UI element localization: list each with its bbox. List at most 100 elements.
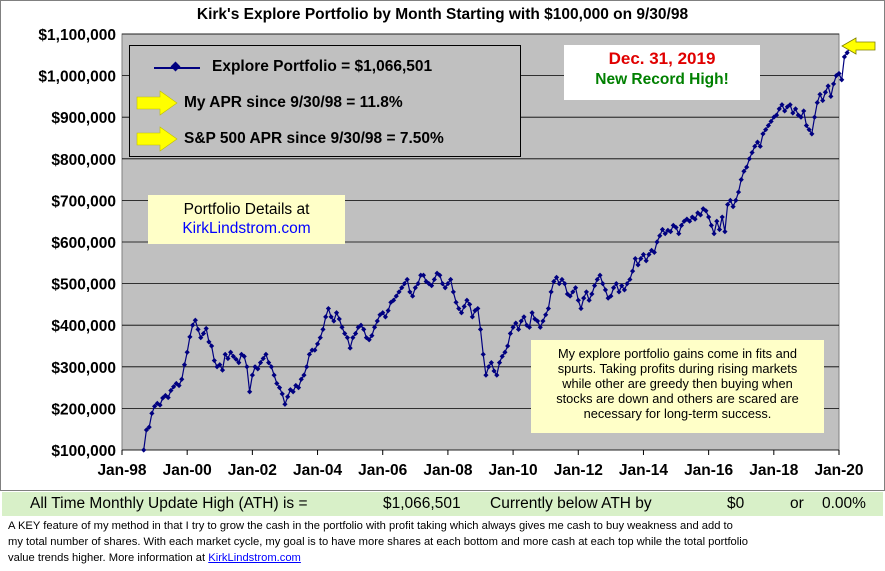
- data-point: [420, 272, 427, 278]
- data-point: [787, 102, 793, 108]
- legend-sp-apr: S&P 500 APR since 9/30/98 = 7.50%: [184, 130, 444, 147]
- data-point: [763, 127, 769, 133]
- note-line: My explore portfolio gains come in fits …: [558, 346, 797, 361]
- data-point: [678, 222, 685, 228]
- data-point: [779, 102, 785, 108]
- strategy-note-box: My explore portfolio gains come in fits …: [531, 340, 824, 433]
- data-point: [298, 376, 304, 382]
- data-point: [790, 110, 796, 116]
- data-point: [629, 268, 636, 274]
- data-point: [146, 424, 152, 430]
- data-point: [282, 401, 288, 407]
- data-point: [404, 276, 410, 283]
- x-tick-label: Jan-06: [358, 462, 407, 479]
- data-point: [562, 281, 568, 287]
- data-point: [377, 312, 383, 318]
- data-point: [412, 285, 418, 291]
- data-point: [385, 308, 391, 314]
- data-point: [314, 341, 321, 347]
- x-axis-tick-labels: Jan-98 Jan-00 Jan-02 Jan-04 Jan-06 Jan-08 Jan-…: [97, 450, 864, 479]
- data-point: [426, 281, 432, 287]
- data-point: [543, 312, 549, 318]
- ath-bar: All Time Monthly Update High (ATH) is = …: [2, 492, 883, 516]
- y-tick-label: $300,000: [51, 360, 116, 377]
- y-tick-label: $500,000: [51, 277, 116, 294]
- data-point: [803, 122, 810, 129]
- data-point: [380, 310, 386, 316]
- footer-line-1: A KEY feature of my method in that I try…: [8, 520, 733, 532]
- data-point: [844, 50, 850, 56]
- data-point: [627, 276, 633, 283]
- y-axis-tick-labels: $100,000 $200,000 $300,000 $400,000 $500,000…: [38, 27, 116, 460]
- data-point: [230, 353, 236, 359]
- data-point: [836, 70, 842, 77]
- data-point: [301, 372, 307, 378]
- data-point: [467, 301, 473, 307]
- data-point: [610, 285, 617, 291]
- data-point: [757, 143, 763, 149]
- data-point: [499, 353, 505, 359]
- data-point: [399, 285, 405, 291]
- data-point: [352, 330, 359, 337]
- ath-label: All Time Monthly Update High (ATH) is =: [30, 495, 308, 512]
- footer-link[interactable]: KirkLindstrom.com: [208, 552, 301, 564]
- data-point: [448, 276, 454, 283]
- data-point: [521, 314, 527, 320]
- y-tick-label: $700,000: [51, 193, 116, 210]
- data-point: [154, 400, 160, 407]
- note-line: necessary for long-term success.: [583, 406, 772, 421]
- data-point: [822, 89, 829, 95]
- data-point: [782, 108, 788, 114]
- data-point: [714, 218, 720, 224]
- data-point: [725, 201, 731, 208]
- data-point: [331, 318, 337, 324]
- data-point: [828, 93, 834, 99]
- data-point: [540, 318, 546, 324]
- legend-portfolio-label: Explore Portfolio = $1,066,501: [212, 58, 433, 75]
- data-point: [676, 231, 682, 237]
- data-point: [458, 310, 465, 316]
- data-point: [692, 216, 698, 222]
- y-tick-label: $100,000: [51, 443, 116, 460]
- data-point: [657, 233, 663, 239]
- portfolio-details-box: Portfolio Details at KirkLindstrom.com: [148, 195, 345, 244]
- data-point: [510, 324, 516, 330]
- details-link[interactable]: KirkLindstrom.com: [182, 220, 311, 237]
- data-point: [480, 351, 486, 357]
- data-point: [276, 385, 283, 391]
- data-point: [825, 83, 831, 89]
- data-point: [776, 106, 782, 112]
- x-tick-label: Jan-00: [163, 462, 212, 479]
- x-tick-label: Jan-18: [749, 462, 798, 479]
- data-point: [768, 118, 774, 124]
- data-point: [206, 339, 212, 345]
- note-line: spurts. Taking profits during rising mar…: [557, 361, 798, 376]
- data-point: [689, 214, 695, 220]
- data-point: [141, 447, 147, 453]
- data-point: [323, 314, 329, 320]
- data-point: [268, 364, 274, 370]
- data-point: [706, 214, 712, 220]
- data-point: [494, 372, 500, 378]
- data-point: [217, 362, 223, 368]
- data-point: [659, 226, 666, 233]
- data-point: [475, 305, 481, 312]
- data-point: [431, 276, 437, 283]
- data-point: [247, 389, 253, 395]
- data-point: [195, 326, 201, 332]
- data-point: [806, 127, 812, 133]
- data-point: [415, 281, 421, 287]
- data-point: [244, 364, 250, 370]
- data-point: [792, 106, 799, 112]
- data-point: [551, 278, 557, 285]
- data-point: [396, 289, 402, 295]
- data-point: [589, 291, 595, 297]
- data-point: [157, 402, 163, 408]
- data-point: [730, 204, 736, 210]
- data-point: [496, 360, 503, 366]
- data-point: [651, 249, 657, 255]
- data-point: [312, 347, 318, 353]
- data-point: [407, 289, 413, 295]
- data-point: [811, 114, 818, 120]
- data-point: [532, 316, 538, 322]
